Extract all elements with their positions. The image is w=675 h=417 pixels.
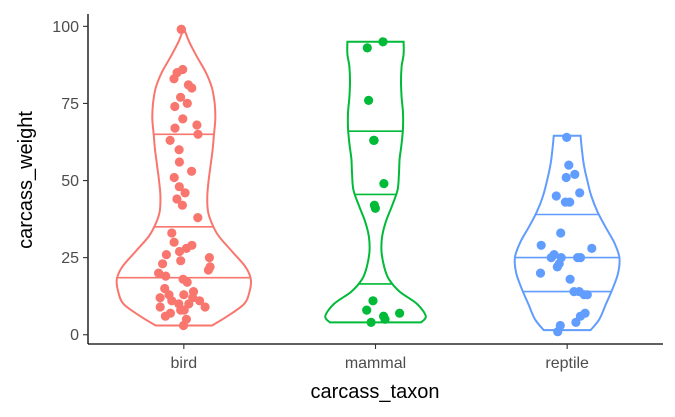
data-point-mammal: [378, 37, 388, 47]
y-ticks: 0 25 50 75 100: [52, 19, 88, 344]
data-point-bird: [187, 166, 197, 176]
data-point-bird: [161, 271, 171, 281]
data-point-bird: [155, 302, 165, 312]
data-point-bird: [192, 120, 202, 130]
data-point-bird: [160, 283, 170, 294]
data-point-bird: [174, 246, 185, 257]
data-point-mammal: [366, 317, 376, 327]
data-point-mammal: [395, 308, 405, 318]
data-point-bird: [176, 24, 186, 34]
data-point-bird: [176, 92, 186, 102]
data-point-bird: [170, 123, 180, 133]
x-ticks: bird mammal reptile: [170, 344, 589, 372]
data-point-bird: [187, 240, 197, 250]
data-point-bird: [167, 228, 177, 238]
data-point-mammal: [362, 305, 372, 315]
data-point-bird: [172, 194, 182, 204]
data-point-mammal: [369, 200, 379, 210]
data-point-bird: [181, 314, 191, 324]
data-point-reptile: [562, 132, 572, 142]
data-point-bird: [180, 188, 190, 198]
data-point-reptile: [561, 172, 571, 183]
data-point-bird: [174, 157, 184, 167]
points-layer: [154, 24, 597, 337]
x-tick-label-mammal: mammal: [345, 355, 406, 372]
x-axis-title: carcass_taxon: [311, 381, 440, 403]
violin-reptile: [513, 134, 621, 332]
data-point-reptile: [536, 240, 546, 250]
data-point-bird: [183, 80, 193, 90]
data-point-bird: [195, 296, 205, 306]
data-point-bird: [178, 274, 188, 284]
data-point-bird: [161, 250, 171, 260]
data-point-reptile: [570, 169, 580, 179]
data-point-reptile: [580, 308, 590, 318]
data-point-bird: [174, 182, 184, 192]
data-point-bird: [170, 101, 180, 112]
violin-layer: [115, 25, 621, 332]
data-point-bird: [200, 302, 210, 312]
data-point-mammal: [368, 296, 378, 306]
data-point-reptile: [564, 160, 574, 170]
data-point-mammal: [369, 135, 379, 145]
data-point-bird: [174, 299, 184, 309]
data-point-bird: [169, 172, 179, 183]
data-point-reptile: [575, 188, 585, 198]
data-point-bird: [169, 237, 179, 247]
y-axis-title: carcass_weight: [15, 111, 37, 249]
data-point-bird: [154, 268, 164, 278]
data-point-reptile: [549, 250, 559, 260]
data-point-bird: [158, 259, 168, 269]
data-point-bird: [188, 287, 199, 297]
data-point-mammal: [379, 311, 389, 321]
data-point-bird: [178, 114, 188, 124]
data-point-bird: [178, 64, 188, 75]
data-point-bird: [179, 290, 189, 300]
data-point-reptile: [575, 253, 586, 263]
data-point-reptile: [565, 274, 575, 284]
data-point-reptile: [587, 243, 597, 253]
data-point-mammal: [379, 179, 389, 189]
x-tick-label-reptile: reptile: [545, 355, 589, 372]
data-point-reptile: [560, 197, 571, 207]
data-point-mammal: [364, 95, 374, 105]
data-point-bird: [165, 135, 175, 145]
data-point-bird: [193, 213, 203, 223]
data-point-bird: [182, 98, 192, 108]
data-point-bird: [204, 253, 214, 263]
y-tick-label: 25: [61, 250, 79, 267]
data-point-reptile: [551, 191, 561, 201]
data-point-reptile: [535, 268, 546, 278]
data-point-reptile: [556, 228, 566, 238]
data-point-bird: [176, 256, 186, 266]
y-tick-label: 100: [52, 19, 79, 36]
data-point-reptile: [556, 253, 566, 263]
data-point-bird: [177, 200, 187, 210]
x-tick-label-bird: bird: [170, 355, 197, 372]
y-tick-label: 75: [61, 96, 79, 113]
data-point-bird: [205, 262, 215, 272]
violin-mammal: [324, 40, 427, 324]
data-point-mammal: [362, 43, 372, 53]
data-point-bird: [193, 129, 203, 139]
data-point-bird: [174, 145, 184, 155]
y-tick-label: 50: [61, 173, 79, 190]
data-point-reptile: [569, 287, 579, 297]
data-point-reptile: [555, 320, 565, 331]
data-point-bird: [155, 293, 165, 303]
data-point-bird: [165, 308, 175, 318]
y-tick-label: 0: [70, 327, 79, 344]
